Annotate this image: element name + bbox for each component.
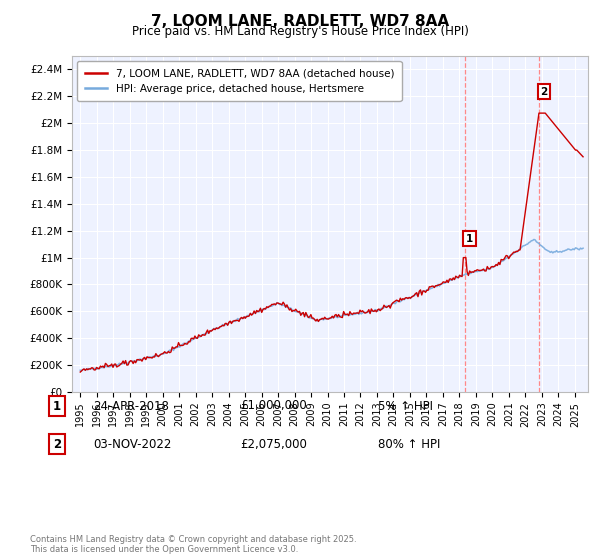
Text: 2: 2 xyxy=(541,87,548,97)
Text: 7, LOOM LANE, RADLETT, WD7 8AA: 7, LOOM LANE, RADLETT, WD7 8AA xyxy=(151,14,449,29)
Text: 80% ↑ HPI: 80% ↑ HPI xyxy=(378,437,440,451)
Text: Contains HM Land Registry data © Crown copyright and database right 2025.
This d: Contains HM Land Registry data © Crown c… xyxy=(30,535,356,554)
Text: £2,075,000: £2,075,000 xyxy=(240,437,307,451)
Text: £1,000,000: £1,000,000 xyxy=(240,399,307,413)
Text: Price paid vs. HM Land Registry's House Price Index (HPI): Price paid vs. HM Land Registry's House … xyxy=(131,25,469,38)
Text: 1: 1 xyxy=(53,399,61,413)
Text: 1: 1 xyxy=(466,234,473,244)
Text: 5% ↑ HPI: 5% ↑ HPI xyxy=(378,399,433,413)
Text: 03-NOV-2022: 03-NOV-2022 xyxy=(93,437,172,451)
Text: 2: 2 xyxy=(53,437,61,451)
Legend: 7, LOOM LANE, RADLETT, WD7 8AA (detached house), HPI: Average price, detached ho: 7, LOOM LANE, RADLETT, WD7 8AA (detached… xyxy=(77,61,401,101)
Text: 24-APR-2018: 24-APR-2018 xyxy=(93,399,169,413)
